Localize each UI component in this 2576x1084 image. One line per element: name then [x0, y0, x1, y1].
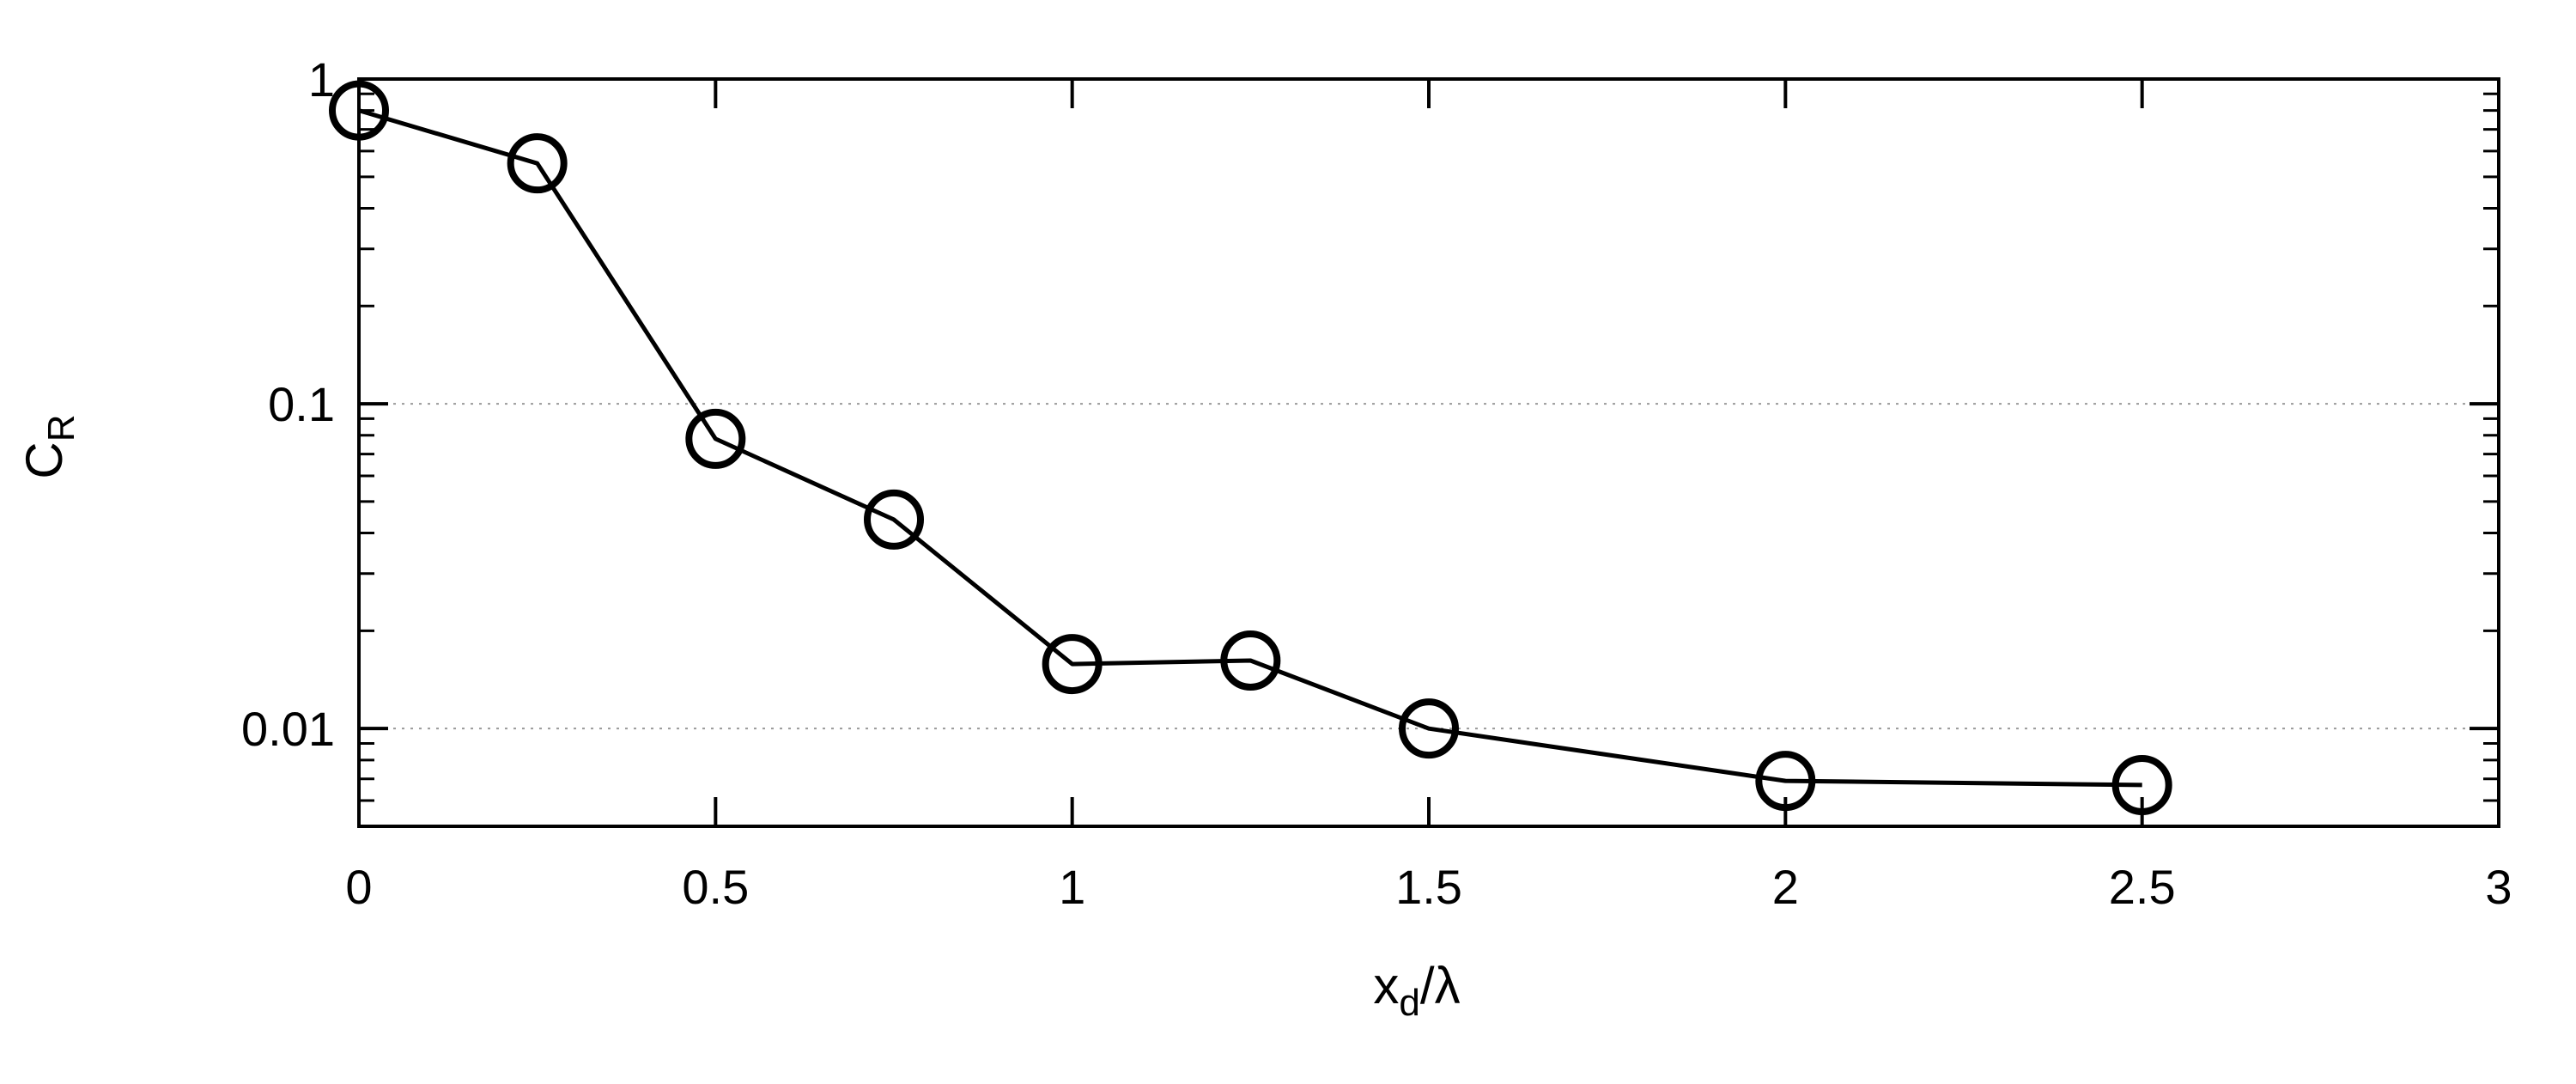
data-point	[2111, 754, 2172, 815]
grid	[359, 403, 2499, 730]
x-tick-label: 1	[1059, 860, 1085, 914]
data-point	[1399, 698, 1459, 759]
x-tick-label: 0	[345, 860, 372, 914]
x-tick-label: 0.5	[682, 860, 749, 914]
y-tick-label: 0.1	[268, 377, 335, 431]
x-tick-label: 3	[2485, 860, 2512, 914]
data-point	[507, 133, 568, 194]
x-axis-title-main: x	[1373, 957, 1399, 1014]
y-axis-title-main: C	[15, 442, 73, 478]
y-ticks: 0.01 0.1 1	[241, 52, 2499, 756]
data-point	[1755, 751, 1816, 812]
y-axis-title-subscript: R	[40, 414, 82, 442]
y-minor-ticks	[359, 92, 2499, 828]
data-point	[1042, 634, 1103, 695]
x-ticks: 0 0.5 1 1.5 2 2.5 3	[345, 79, 2512, 914]
x-axis-title: xd/λ	[1373, 957, 1460, 1024]
data-markers	[329, 80, 2172, 815]
series-line	[358, 108, 2142, 788]
data-point	[685, 408, 746, 469]
data-point	[1220, 630, 1281, 691]
data-point	[864, 489, 924, 550]
x-axis-title-subscript: d	[1399, 982, 1419, 1024]
y-tick-label: 1	[308, 52, 335, 107]
y-axis-title: CR	[15, 414, 82, 478]
x-axis-title-rest: /λ	[1420, 957, 1461, 1014]
series-polyline	[358, 108, 2142, 788]
x-tick-label: 2.5	[2109, 860, 2176, 914]
plot-frame	[357, 77, 2500, 828]
x-tick-label: 1.5	[1395, 860, 1462, 914]
x-tick-label: 2	[1772, 860, 1799, 914]
y-tick-label: 0.01	[241, 702, 335, 756]
